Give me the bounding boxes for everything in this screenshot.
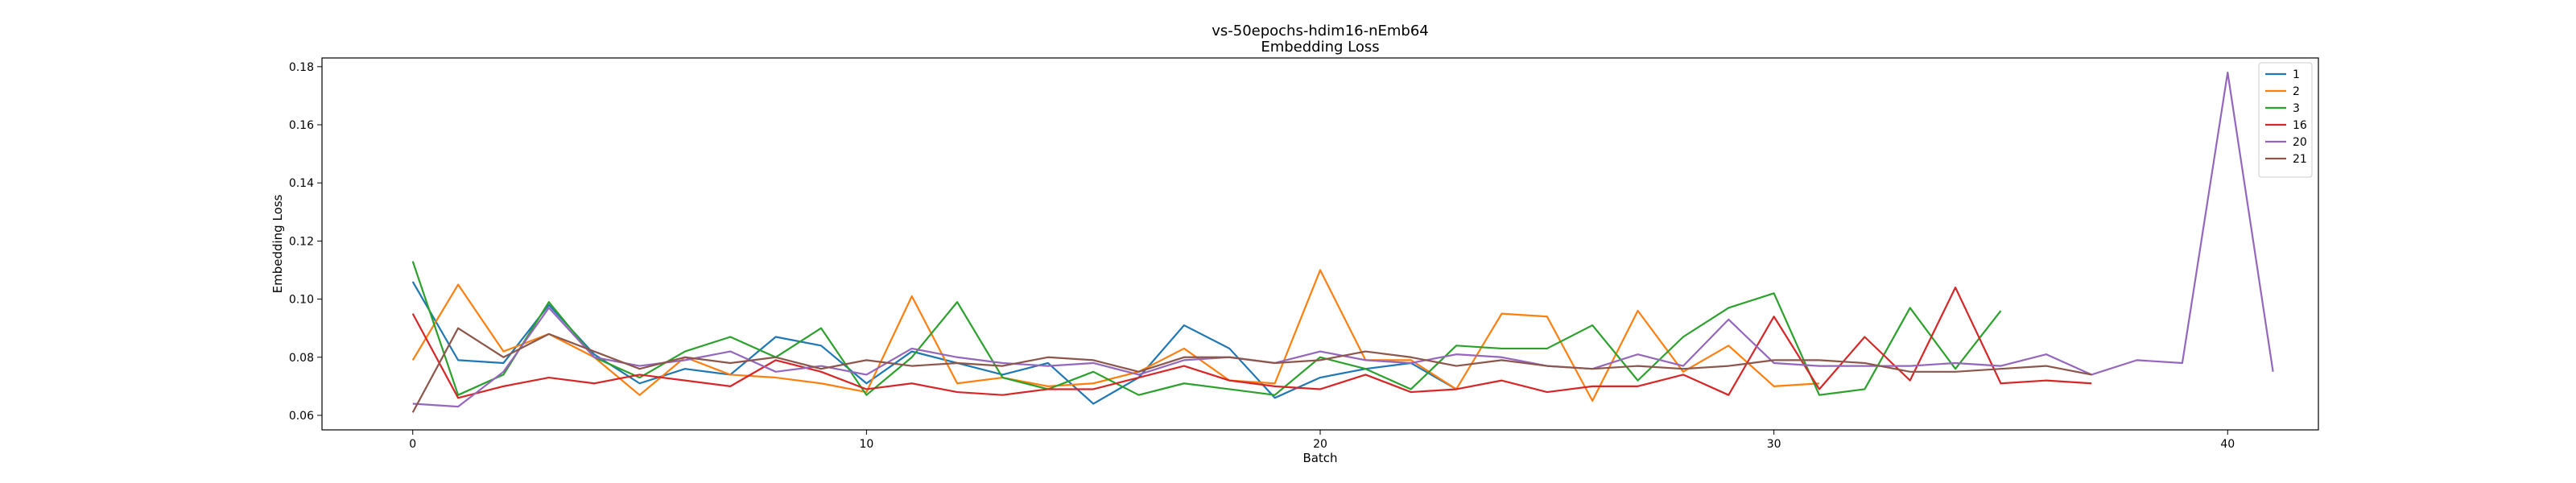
x-tick-label: 30	[1767, 438, 1781, 451]
legend-label-20: 20	[2293, 136, 2307, 149]
x-axis: 0 10 20 30 40	[409, 430, 2235, 451]
legend-label-2: 2	[2293, 85, 2300, 98]
plot-frame	[321, 57, 2319, 431]
y-tick-label: 0.06	[289, 410, 314, 423]
plot-area	[411, 71, 2274, 413]
legend-label-3: 3	[2293, 102, 2300, 115]
legend: 1 2 3 16 20 21	[2258, 62, 2313, 178]
x-tick-label: 40	[2220, 438, 2235, 451]
x-tick-label: 20	[1313, 438, 1327, 451]
series-line-1	[411, 281, 1457, 405]
chart-title: vs-50epochs-hdim16-nEmb64	[1212, 23, 1429, 39]
series-line-16	[411, 287, 2092, 399]
legend-label-16: 16	[2293, 119, 2307, 132]
series-line-2	[411, 269, 1820, 402]
legend-label-1: 1	[2293, 68, 2300, 81]
series-line-21	[411, 327, 2092, 413]
series-line-3	[411, 261, 2002, 396]
y-tick-label: 0.12	[289, 235, 314, 248]
chart-subtitle: Embedding Loss	[1261, 39, 1379, 56]
x-tick-label: 0	[409, 438, 416, 451]
y-tick-label: 0.18	[289, 61, 314, 74]
x-tick-label: 10	[859, 438, 873, 451]
y-axis: 0.06 0.08 0.10 0.12 0.14 0.16 0.18	[289, 61, 322, 423]
y-tick-label: 0.16	[289, 119, 314, 132]
y-axis-label: Embedding Loss	[270, 194, 285, 293]
y-tick-label: 0.14	[289, 177, 314, 190]
y-tick-label: 0.08	[289, 352, 314, 365]
legend-label-21: 21	[2293, 153, 2307, 166]
y-tick-label: 0.10	[289, 294, 314, 307]
x-axis-label: Batch	[1302, 451, 1337, 465]
